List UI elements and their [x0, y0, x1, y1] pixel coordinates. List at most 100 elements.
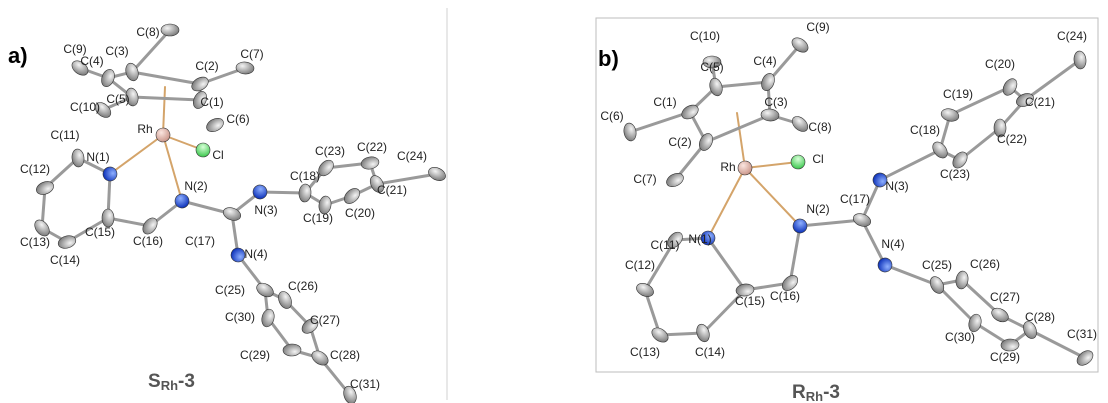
atom — [101, 208, 115, 228]
bond — [109, 134, 164, 175]
atom-label: C(24) — [397, 149, 427, 163]
atom — [782, 275, 798, 291]
atom — [737, 160, 753, 176]
atom-label: Rh — [720, 160, 735, 174]
atom — [174, 193, 190, 209]
atom-label: C(22) — [357, 140, 387, 154]
atom-label: C(6) — [600, 109, 623, 123]
atom — [57, 235, 77, 249]
atom-label: C(23) — [940, 167, 970, 181]
atom-label: C(31) — [350, 377, 380, 391]
bond — [707, 167, 746, 239]
compound-label: RRh-3 — [792, 382, 840, 403]
atom-label: C(4) — [753, 54, 776, 68]
atom-label: C(16) — [770, 289, 800, 303]
atom-label: C(29) — [990, 350, 1020, 364]
atom — [651, 327, 669, 343]
bond — [860, 178, 882, 222]
compound-suffix: -3 — [178, 371, 195, 392]
compound-subscript: Rh — [806, 389, 823, 403]
atom — [852, 213, 872, 227]
atom-label: C(22) — [997, 132, 1027, 146]
atom-label: N(4) — [244, 247, 267, 261]
atom — [666, 172, 684, 188]
atom-label: N(2) — [806, 202, 829, 216]
atom — [256, 282, 274, 298]
atom — [791, 37, 809, 53]
atom — [699, 133, 713, 151]
bond — [130, 95, 202, 102]
atom — [193, 91, 207, 109]
atom — [760, 108, 780, 122]
atom — [955, 270, 969, 290]
atom — [940, 108, 960, 122]
atom — [700, 230, 716, 246]
compound-letter: S — [148, 371, 161, 392]
atom-label: N(3) — [885, 179, 908, 193]
atom — [191, 76, 209, 92]
atom — [36, 181, 54, 195]
atom-label: C(11) — [650, 238, 679, 252]
atom — [311, 350, 329, 366]
bond — [878, 148, 942, 182]
bond — [948, 85, 1012, 117]
atom — [1000, 338, 1020, 352]
atom-label: C(18) — [290, 169, 320, 183]
atom-label: C(28) — [1025, 310, 1055, 324]
atom — [235, 61, 255, 75]
atom — [667, 231, 683, 249]
atom-label: C(24) — [1057, 29, 1087, 43]
atom — [1073, 50, 1087, 70]
bond — [162, 134, 183, 202]
atom-label: C(6) — [226, 112, 249, 126]
atom — [155, 127, 171, 143]
atom — [222, 207, 242, 221]
bond — [375, 172, 439, 186]
atom-label: C(8) — [808, 120, 831, 134]
atom-label: C(15) — [85, 225, 115, 239]
atom-label: C(23) — [315, 144, 345, 158]
bond — [628, 110, 692, 134]
atom-label: C(4) — [80, 54, 103, 68]
atom-label: C(12) — [625, 258, 655, 272]
atom-label: N(3) — [254, 203, 277, 217]
atom — [1023, 321, 1037, 339]
atom — [735, 283, 755, 297]
atom — [71, 148, 85, 168]
atom-label: C(26) — [288, 279, 318, 293]
atom-label: C(17) — [185, 234, 215, 248]
atom — [252, 184, 268, 200]
atom — [261, 308, 275, 328]
bond — [704, 113, 772, 144]
rh-centroid-bond — [162, 86, 166, 136]
atom-label: N(1) — [86, 150, 109, 164]
rh-centroid-bond — [736, 112, 746, 169]
atom — [968, 313, 982, 333]
atom-label: C(26) — [970, 257, 1000, 271]
atom-label: N(2) — [184, 179, 207, 193]
bond — [643, 288, 662, 337]
bond — [106, 216, 152, 228]
atom-label: C(20) — [345, 206, 375, 220]
atom-label: C(19) — [303, 211, 333, 225]
atom — [369, 175, 385, 193]
atom — [702, 55, 722, 69]
atom-label: C(14) — [50, 253, 80, 267]
atom-label: C(1) — [653, 95, 676, 109]
bond — [744, 161, 799, 169]
bond — [701, 288, 747, 335]
atom — [318, 159, 334, 177]
atom — [102, 166, 118, 182]
atom — [101, 69, 115, 87]
atom — [278, 291, 292, 309]
atom-label: C(8) — [136, 25, 159, 39]
atom — [872, 172, 888, 188]
atom-label: C(28) — [330, 348, 360, 362]
panel-letter: b) — [598, 46, 619, 71]
bond — [130, 28, 172, 74]
atom-label: C(13) — [20, 235, 50, 249]
atom — [1076, 350, 1094, 366]
atom-label: C(13) — [630, 345, 660, 359]
atom-label: C(12) — [20, 162, 50, 176]
